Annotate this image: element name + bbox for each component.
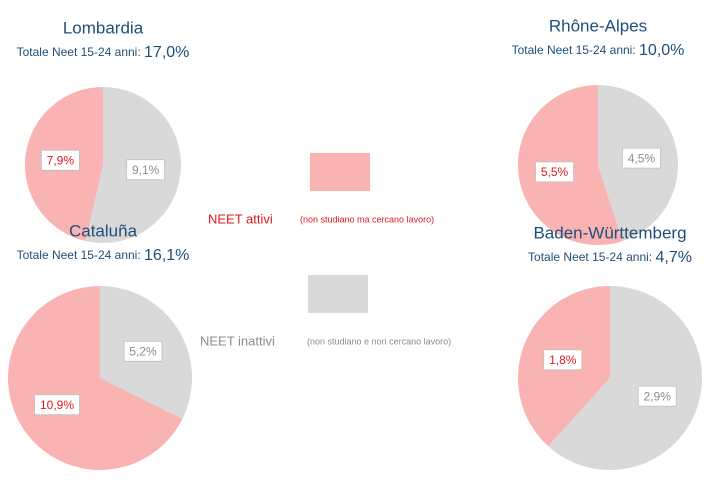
subtitle: Totale Neet 15-24 anni: 4,7% (528, 249, 692, 266)
total: 10,0% (639, 42, 684, 59)
pie-slice (7, 286, 183, 470)
label-box (40, 149, 80, 171)
subtitle-text: Totale Neet 15-24 anni: (528, 250, 652, 264)
legend-note: (non studiano ma cercano lavoro) (300, 214, 434, 224)
data-label: 5,2% (129, 344, 157, 358)
subtitle-text: Totale Neet 15-24 anni: (512, 43, 636, 57)
chart-title: Cataluña (69, 221, 138, 240)
chart-title: Lombardia (63, 18, 144, 37)
legend-label: NEET inattivi (200, 333, 275, 348)
label-box (637, 385, 677, 407)
label-box (543, 349, 583, 371)
data-label: 4,5% (628, 151, 656, 165)
data-label: 9,1% (132, 163, 160, 177)
legend-swatch (310, 153, 370, 191)
data-label: 10,9% (40, 398, 74, 412)
data-label: 7,9% (47, 153, 75, 167)
chart-title: Rhône-Alpes (549, 16, 647, 35)
legend-note: (non studiano e non cercano lavoro) (307, 336, 451, 346)
total: 4,7% (655, 249, 691, 266)
subtitle: Totale Neet 15-24 anni: 16,1% (17, 247, 190, 264)
legend-label: NEET attivi (208, 211, 273, 226)
subtitle-text: Totale Neet 15-24 anni: (17, 45, 141, 59)
label-box (123, 340, 163, 362)
subtitle-text: Totale Neet 15-24 anni: (17, 248, 141, 262)
subtitle: Totale Neet 15-24 anni: 17,0% (17, 44, 190, 61)
chart-title: Baden-Württemberg (533, 223, 686, 242)
total: 17,0% (144, 44, 189, 61)
data-label: 2,9% (644, 389, 672, 403)
subtitle: Totale Neet 15-24 anni: 10,0% (512, 42, 685, 59)
total: 16,1% (144, 247, 189, 264)
data-label: 5,5% (541, 165, 569, 179)
label-box (622, 147, 661, 169)
label-box (126, 159, 166, 181)
data-label: 1,8% (549, 353, 577, 367)
legend-swatch (308, 275, 368, 313)
pie-slice (548, 286, 702, 470)
label-box (34, 394, 80, 416)
label-box (535, 161, 574, 183)
